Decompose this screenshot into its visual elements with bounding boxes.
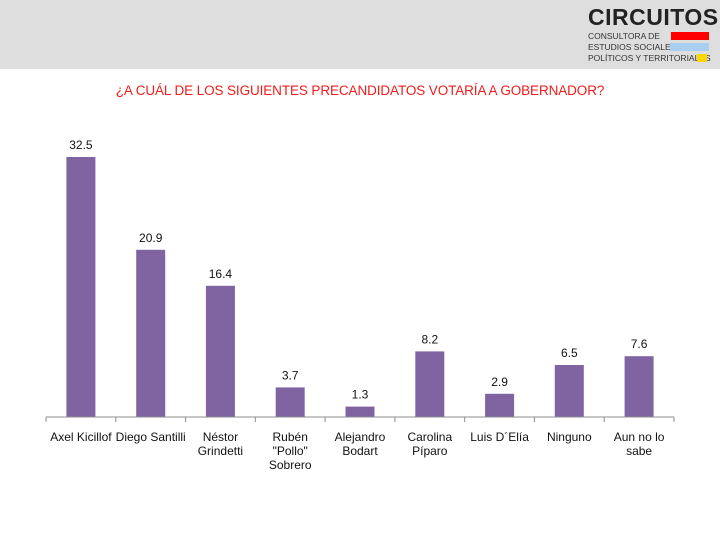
value-label: 3.7	[282, 368, 299, 382]
value-label: 7.6	[631, 337, 648, 351]
bar	[136, 249, 166, 417]
header-band	[0, 0, 720, 69]
category-label: Néstor Grindetti	[198, 430, 243, 458]
value-label: 1.3	[352, 388, 369, 402]
value-label: 20.9	[139, 231, 163, 245]
category-label: Axel Kicillof	[50, 430, 112, 444]
brand-line-2: ESTUDIOS SOCIALES,	[588, 42, 679, 52]
brand-bar-yellow	[697, 54, 707, 62]
brand-line-1: CONSULTORA DE	[588, 31, 660, 41]
category-label: Aun no lo sabe	[614, 430, 665, 458]
category-label: Rubén "Pollo" Sobrero	[269, 430, 312, 472]
bar	[345, 406, 375, 417]
brand-name: CIRCUITOS	[588, 4, 719, 30]
brand-bar-blue	[670, 43, 709, 51]
category-label: Alejandro Bodart	[335, 430, 386, 458]
brand-bar-red	[671, 32, 709, 40]
bar	[205, 285, 235, 417]
bar	[554, 365, 584, 417]
value-label: 6.5	[561, 346, 578, 360]
brand-logo: CIRCUITOS CONSULTORA DE ESTUDIOS SOCIALE…	[588, 5, 718, 65]
value-label: 2.9	[491, 375, 508, 389]
bar	[415, 351, 445, 417]
category-label: Ninguno	[547, 430, 592, 444]
brand-line-3: POLÍTICOS Y TERRITORIALES	[588, 53, 711, 63]
value-label: 32.5	[69, 138, 93, 152]
category-label: Diego Santilli	[116, 430, 186, 444]
value-label: 16.4	[209, 267, 233, 281]
bar	[275, 387, 305, 417]
value-label: 8.2	[421, 332, 438, 346]
bar	[66, 157, 96, 417]
bar	[485, 393, 515, 417]
bar	[624, 356, 654, 417]
category-label: Carolina Píparo	[407, 430, 452, 458]
chart-title: ¿A CUÁL DE LOS SIGUIENTES PRECANDIDATOS …	[115, 83, 605, 98]
category-label: Luis D´Elía	[470, 430, 529, 444]
